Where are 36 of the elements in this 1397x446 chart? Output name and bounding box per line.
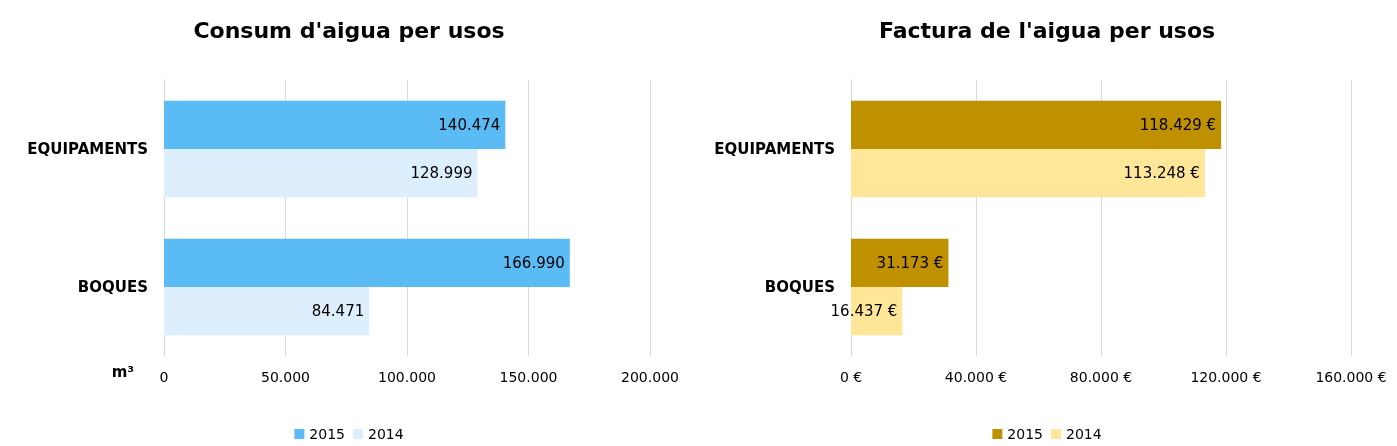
bar (164, 100, 506, 149)
data-label: 84.471 (311, 302, 365, 321)
bar (164, 287, 370, 336)
bar (164, 238, 570, 287)
data-label: 128.999 (410, 164, 473, 183)
bar (851, 149, 1205, 198)
x-tick-label: 100.000 (378, 369, 436, 385)
bar (164, 149, 478, 198)
x-tick-label: 160.000 € (1315, 369, 1387, 385)
legend-label: 2014 (1066, 426, 1102, 442)
x-tick-label: 40.000 € (944, 369, 1008, 385)
data-label: 31.173 € (876, 253, 944, 272)
chart-title: Consum d'aigua per usos (193, 17, 505, 43)
bar (851, 100, 1222, 149)
data-label: 166.990 (502, 253, 565, 272)
y-tick-label: BOQUES (77, 278, 148, 296)
x-tick-label: 80.000 € (1069, 369, 1133, 385)
x-tick-label: 120.000 € (1190, 369, 1262, 385)
bar (851, 238, 949, 287)
x-tick-label: 150.000 (499, 369, 558, 385)
x-tick-label: 50.000 (261, 369, 310, 385)
legend-label: 2015 (1007, 426, 1044, 442)
y-tick-label: EQUIPAMENTS (27, 140, 148, 158)
x-tick-label: 0 (159, 369, 169, 385)
data-label: 113.248 € (1123, 164, 1200, 183)
legend-label: 2014 (368, 426, 404, 442)
x-tick-label: 0 € (839, 369, 863, 385)
x-tick-label: 200.000 (621, 369, 679, 385)
legend-label: 2015 (309, 426, 346, 442)
y-tick-label: EQUIPAMENTS (714, 140, 835, 158)
chart-title: Factura de l'aigua per usos (878, 17, 1216, 43)
data-label: 140.474 (438, 115, 501, 134)
x-axis-title: m³ (111, 362, 134, 381)
y-tick-label: BOQUES (764, 278, 835, 296)
data-label: 16.437 € (830, 302, 898, 321)
data-label: 118.429 € (1139, 115, 1217, 134)
